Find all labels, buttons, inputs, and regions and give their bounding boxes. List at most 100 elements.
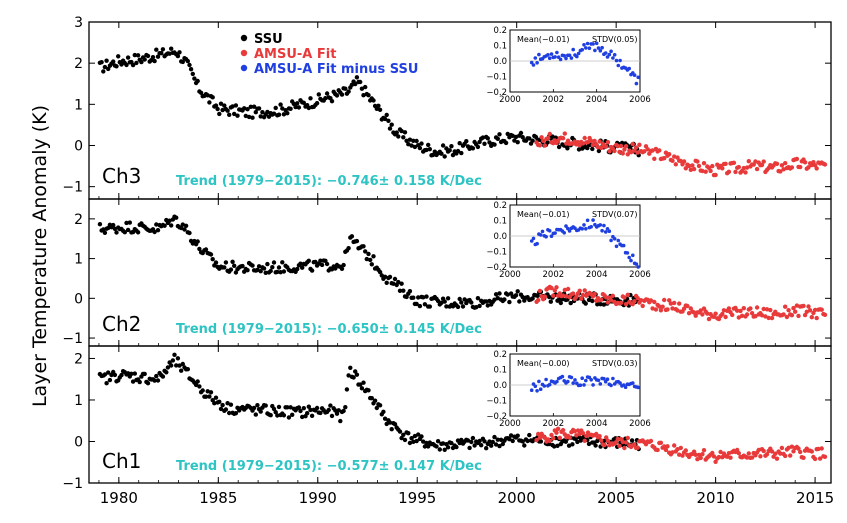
ssu-point xyxy=(515,289,520,294)
amsu-fit-point xyxy=(761,448,766,454)
ssu-point xyxy=(590,298,595,304)
inset-y-tick-label: −0.1 xyxy=(486,73,507,83)
amsu-fit-point xyxy=(620,151,625,156)
ssu-point xyxy=(479,443,484,448)
ssu-point xyxy=(401,135,406,140)
inset-x-tick-label: 2006 xyxy=(629,270,651,280)
diff-point xyxy=(529,239,534,243)
amsu-fit-point xyxy=(686,311,692,316)
ssu-point xyxy=(485,136,490,141)
amsu-fit-point xyxy=(789,313,795,318)
amsu-fit-point xyxy=(620,439,625,445)
ssu-point xyxy=(275,413,280,418)
amsu-fit-point xyxy=(807,308,813,313)
ssu-point xyxy=(159,51,164,56)
amsu-fit-point xyxy=(690,163,695,168)
ssu-point xyxy=(227,112,232,118)
ssu-point xyxy=(495,136,500,141)
ssu-point xyxy=(111,59,116,64)
ssu-point xyxy=(301,406,306,411)
ssu-point xyxy=(409,143,414,148)
amsu-fit-point xyxy=(565,286,571,292)
ssu-point xyxy=(228,267,234,272)
ssu-point xyxy=(263,403,268,408)
ssu-point xyxy=(230,259,235,264)
ssu-point xyxy=(195,379,200,384)
panel-ch3-trend-text: Trend (1979−2015): −0.746± 0.158 K/Dec xyxy=(176,174,482,189)
diff-point xyxy=(555,379,559,384)
inset-stdv-text: STDV(0.07) xyxy=(592,210,638,219)
amsu-fit-point xyxy=(700,312,705,317)
ssu-point xyxy=(435,439,441,444)
amsu-fit-point xyxy=(779,163,785,168)
ssu-point xyxy=(545,140,550,145)
ssu-point xyxy=(223,407,229,412)
amsu-fit-point xyxy=(546,135,551,141)
ssu-point xyxy=(455,304,461,310)
ssu-point xyxy=(278,102,283,107)
amsu-fit-point xyxy=(609,298,614,303)
x-axis: 1980 1985 1990 1995 2000 2005 2010 2015 xyxy=(98,22,834,507)
amsu-fit-point xyxy=(622,147,627,152)
ssu-point xyxy=(137,379,142,385)
amsu-fit-point xyxy=(736,315,741,320)
ssu-point xyxy=(409,436,414,441)
ssu-point xyxy=(467,445,472,451)
ssu-point xyxy=(495,437,500,442)
ssu-point xyxy=(401,432,406,437)
panel-ch3-frame xyxy=(88,21,832,200)
amsu-fit-point xyxy=(744,455,750,460)
x-tick-label: 1980 xyxy=(100,489,138,507)
amsu-fit-point xyxy=(604,144,609,149)
ssu-point xyxy=(160,374,166,379)
x-tick-label: 2000 xyxy=(498,489,536,507)
diff-point xyxy=(598,49,603,53)
diff-point xyxy=(564,56,568,61)
panel-ch1-frame xyxy=(88,345,832,484)
amsu-fit-point xyxy=(783,161,788,166)
ssu-point xyxy=(424,440,429,446)
diff-point xyxy=(540,229,545,234)
amsu-fit-point xyxy=(723,314,728,320)
inset-y-tick-label: 0.2 xyxy=(493,201,507,211)
ssu-point xyxy=(268,268,273,274)
amsu-fit-point xyxy=(635,296,640,301)
ssu-point xyxy=(122,230,128,235)
y-tick-label: 2 xyxy=(74,351,83,367)
ssu-point xyxy=(382,274,388,279)
ssu-point xyxy=(250,263,255,268)
diff-point xyxy=(589,378,593,382)
panel-ch2-trend-text: Trend (1979−2015): −0.650± 0.145 K/Dec xyxy=(176,322,482,337)
ssu-point xyxy=(341,408,346,414)
ssu-point xyxy=(152,378,157,383)
diff-point xyxy=(607,229,612,233)
amsu-fit-point xyxy=(801,303,806,309)
amsu-fit-point xyxy=(812,307,818,313)
inset-y-tick-label: 0.2 xyxy=(493,26,507,36)
x-tick-label: 1985 xyxy=(199,489,237,507)
ssu-point xyxy=(258,114,263,119)
amsu-fit-point xyxy=(738,308,743,314)
legend-marker-amsu xyxy=(240,49,248,57)
ssu-point xyxy=(309,268,315,273)
amsu-fit-point xyxy=(653,307,659,312)
amsu-fit-point xyxy=(554,285,559,290)
amsu-fit-point xyxy=(761,159,766,164)
ssu-point xyxy=(387,126,393,131)
ssu-point xyxy=(293,104,298,110)
amsu-fit-point xyxy=(567,435,572,440)
ssu-point xyxy=(439,300,444,305)
inset-x-tick-label: 2000 xyxy=(499,419,521,429)
ssu-point xyxy=(135,230,141,235)
ssu-point xyxy=(165,365,171,370)
y-tick-label: 2 xyxy=(74,212,83,228)
ssu-point xyxy=(492,434,497,440)
diff-point xyxy=(547,229,552,233)
ssu-point xyxy=(462,297,467,302)
ssu-point xyxy=(371,98,376,103)
amsu-fit-point xyxy=(595,145,601,150)
inset-x-tick-label: 2006 xyxy=(629,95,651,105)
amsu-fit-point xyxy=(574,294,579,299)
ssu-point xyxy=(414,138,419,144)
amsu-fit-point xyxy=(801,455,806,460)
